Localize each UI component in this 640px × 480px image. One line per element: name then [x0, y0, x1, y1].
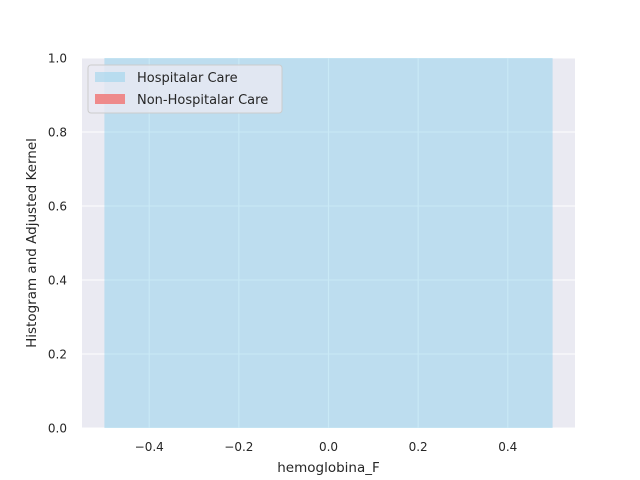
y-tick-labels: 0.0 0.2 0.4 0.6 0.8 1.0	[48, 52, 67, 436]
x-tick-label: −0.2	[224, 440, 253, 454]
y-axis-label: Histogram and Adjusted Kernel	[24, 138, 40, 348]
legend: Hospitalar Care Non-Hospitalar Care	[87, 64, 283, 114]
x-tick-label: −0.4	[135, 440, 164, 454]
grid-lines	[82, 57, 575, 429]
x-tick-labels: −0.4 −0.2 0.0 0.2 0.4	[135, 440, 518, 454]
histogram-bar	[104, 58, 553, 428]
legend-swatch	[95, 94, 125, 104]
legend-label: Non-Hospitalar Care	[137, 93, 268, 108]
y-tick-label: 0.8	[48, 126, 67, 140]
y-tick-label: 0.4	[48, 274, 67, 288]
histogram-bars	[104, 58, 553, 428]
y-tick-label: 0.6	[48, 200, 67, 214]
x-tick-label: 0.4	[498, 440, 517, 454]
y-tick-label: 0.2	[48, 348, 67, 362]
x-tick-label: 0.2	[409, 440, 428, 454]
legend-label: Hospitalar Care	[137, 71, 238, 86]
x-tick-label: 0.0	[319, 440, 338, 454]
y-tick-label: 1.0	[48, 52, 67, 66]
x-axis-label: hemoglobina_F	[277, 460, 380, 476]
y-tick-label: 0.0	[48, 422, 67, 436]
legend-swatch	[95, 72, 125, 82]
legend-box	[87, 64, 283, 114]
